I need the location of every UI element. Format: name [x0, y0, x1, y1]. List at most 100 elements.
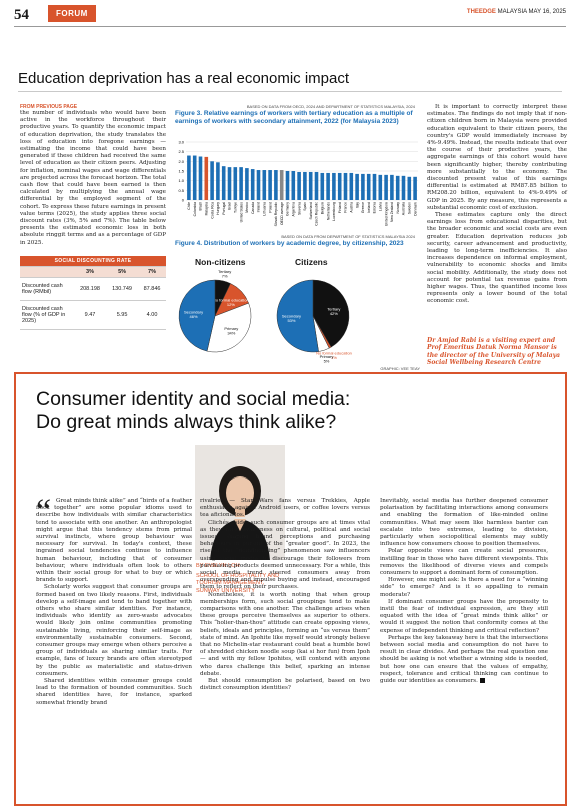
x-tick-label: Germany — [286, 202, 290, 216]
pie-label: Secondary 46% — [184, 310, 203, 320]
end-mark — [479, 678, 485, 684]
table-header: 3% — [74, 266, 107, 278]
pie-slice-tertiary — [312, 279, 350, 348]
x-tick-label: United States — [239, 202, 243, 223]
article2-col3-p5-text: Perhaps the key takeaway here is that th… — [380, 634, 548, 685]
article2-title: Consumer identity and social media: Do g… — [36, 388, 350, 434]
row-label: Discounted cash flow (RMbil) — [20, 277, 74, 301]
bar-mexico — [245, 168, 249, 200]
pie-slice-secondary — [276, 279, 319, 353]
article2-col2: rivalries — Star Wars fans versus Trekki… — [200, 498, 370, 692]
bar-switzerland — [308, 171, 313, 200]
table-row: Discounted cash flow (% of GDP in 2025) … — [20, 300, 166, 330]
pie-label: No formal education 1% — [316, 351, 352, 361]
x-tick-label: Czech Republic — [315, 202, 319, 226]
pie-label: Primary 5% — [320, 354, 334, 364]
bar-greece — [361, 173, 365, 200]
bar-brazil — [198, 156, 203, 200]
x-tick-label: Costa Rica — [210, 202, 214, 219]
bar-united-states — [239, 167, 243, 200]
x-tick-label: Austria — [350, 202, 354, 213]
bar-czech-republic — [314, 171, 319, 200]
quote-mark: “ — [36, 493, 52, 530]
bar-chile — [187, 155, 191, 200]
article2-col3-p1: Inevitably, social media has further dee… — [380, 498, 548, 548]
row-label: Discounted cash flow (% of GDP in 2025) — [20, 300, 74, 330]
author-byline: Dr Amjad Rabi is a visiting expert and P… — [427, 337, 560, 367]
author-photo — [195, 445, 285, 560]
header-rule — [14, 26, 566, 27]
pie-label: Tertiary 42% — [327, 306, 340, 316]
x-tick-label: Israel — [228, 202, 232, 211]
bar-argentina — [291, 171, 296, 200]
y-tick-label: 1.0 — [178, 178, 184, 183]
bar-spain — [303, 171, 307, 200]
table-cell: 4.00 — [138, 300, 166, 330]
x-tick-label: Hungary — [216, 202, 220, 215]
fig3-source: BASED ON DATA FROM OECD, 2024 AND DEPART… — [246, 104, 415, 109]
pie-label: Tertiary 7% — [218, 269, 231, 279]
x-tick-label: Mexico — [245, 202, 249, 213]
bar-austria — [349, 172, 354, 200]
article-headline: Education deprivation has a real economi… — [18, 70, 350, 87]
x-tick-label: Latvia — [379, 202, 383, 211]
author-info: BY EVELYN LOH SCHOOL OF HOSPITALITY AND … — [196, 563, 286, 595]
x-tick-label: Poland — [268, 202, 272, 213]
x-tick-label: Colombia — [193, 202, 197, 216]
y-tick-label: 0 — [182, 198, 185, 203]
y-tick-label: 3.0 — [178, 140, 184, 145]
bar-norway — [395, 175, 400, 200]
bar-finland — [337, 172, 342, 200]
x-tick-label: Portugal — [222, 202, 226, 215]
x-tick-label: Chile — [187, 202, 191, 210]
bar-slovak-republic — [274, 170, 278, 200]
fig4-caption: Figure 4. Distribution of workers by aca… — [175, 240, 404, 247]
pie-label: No formal education 12% — [213, 297, 249, 307]
fig3-caption: Figure 3. Relative earnings of workers w… — [175, 110, 413, 125]
y-tick-label: 1.5 — [178, 169, 184, 174]
issue-date: MAY 16, 2025 — [528, 9, 566, 15]
bar-italy — [355, 173, 359, 200]
article2-col3-p3: However, one might ask: Is there a need … — [380, 577, 548, 598]
article1-col3: It is important to correctly interpret t… — [427, 104, 567, 306]
headline-rule — [18, 91, 562, 92]
bar-france — [343, 172, 348, 200]
bar-turkiye — [233, 167, 238, 200]
citizens-pie: Tertiary 42% No formal education 1%Primary 5… — [276, 279, 352, 364]
bar-oecd-average — [279, 170, 284, 200]
article2-col1: Great minds think alike” and “birds of a… — [36, 498, 192, 707]
x-tick-label: Spain — [303, 202, 307, 211]
bar-slovenia — [297, 171, 301, 200]
discounting-table: SOCIAL DISCOUNTING RATE 3% 5% 7% Discoun… — [20, 256, 166, 330]
bar-iceland — [366, 173, 371, 200]
noncitizens-pie: Tertiary 7% No formal education 12% Primary 3… — [178, 269, 252, 353]
article2-col3-p2: Polar opposite views can create social p… — [380, 548, 548, 577]
opinion-box — [14, 372, 567, 806]
bar-costa-rica — [210, 161, 214, 200]
title-line-2: Do great minds always think alike? — [36, 411, 337, 433]
bar-germany — [285, 171, 290, 200]
table-cell: 9.47 — [74, 300, 107, 330]
bar-sweden — [407, 176, 412, 200]
article2-col2-p1: rivalries — Star Wars fans versus Trekki… — [200, 498, 370, 519]
table-cell: 208.198 — [74, 277, 107, 301]
citizens-label: Citizens — [295, 257, 328, 267]
article2-col1-p1: Great minds think alike” and “birds of a… — [36, 498, 192, 584]
x-tick-label: Luxembourg — [332, 202, 336, 221]
x-tick-label: Estonia — [373, 202, 377, 213]
bar-denmark — [413, 176, 417, 200]
bar-new-zealand — [390, 174, 394, 200]
y-tick-label: 2.0 — [178, 159, 184, 164]
bar-netherlands — [326, 172, 330, 200]
bar-poland — [268, 170, 272, 200]
table-header: 5% — [106, 266, 139, 278]
bar-canada — [250, 169, 255, 200]
pie-slice-secondary — [178, 279, 216, 352]
x-tick-label: Lithuania — [263, 202, 267, 216]
article2-col3-p5: Perhaps the key takeaway here is that th… — [380, 635, 548, 685]
bar-colombia — [192, 155, 197, 200]
title-line-1: Consumer identity and social media: — [36, 388, 351, 410]
bar-portugal — [221, 166, 226, 200]
x-tick-label: Brazil — [199, 202, 203, 211]
